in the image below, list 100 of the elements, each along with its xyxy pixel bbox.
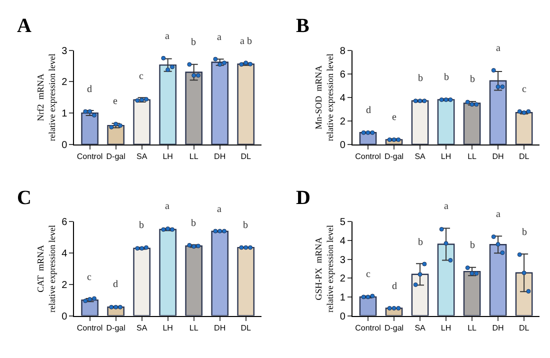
chart-title: A <box>17 15 32 37</box>
x-tick-label: D-gal <box>106 152 126 161</box>
bar <box>133 248 150 316</box>
y-tick-label: 3 <box>62 46 68 57</box>
text: a <box>444 201 449 212</box>
annotation: b <box>243 220 248 231</box>
annotation: b <box>418 237 423 248</box>
y-tick-label: 4 <box>62 248 68 260</box>
bar <box>185 245 202 316</box>
y-tick-label: 4 <box>340 236 346 247</box>
y-tick-label: 2 <box>62 77 68 88</box>
x-tick-label: D-gal <box>106 323 126 332</box>
bar <box>515 272 533 316</box>
text: a <box>496 209 501 220</box>
y-tick-label: 0 <box>340 140 346 151</box>
annotation: b <box>191 218 196 229</box>
annotation: c <box>366 269 371 280</box>
annotation: d <box>392 281 397 292</box>
x-tick-label: LH <box>440 152 452 161</box>
x-tick-label: LH <box>162 152 174 161</box>
bar <box>515 112 533 144</box>
bar <box>133 99 150 144</box>
y-tick-label: 2 <box>340 116 346 128</box>
annotation: d <box>87 84 92 95</box>
x-tick-label: LL <box>468 323 478 332</box>
text: b <box>191 37 196 48</box>
y-axis-title: CAT mRNA relative expression level <box>35 224 57 312</box>
x-tick-label: DH <box>214 152 226 161</box>
y-tick-label: 5 <box>340 217 346 228</box>
text: a <box>165 31 170 42</box>
bar <box>411 100 429 144</box>
y-tick-label: 1 <box>340 292 346 304</box>
bar <box>489 80 507 144</box>
bar <box>81 112 98 144</box>
text: a b <box>240 36 252 47</box>
y-axis-title: Nrf2 mRNA relative expression level <box>35 53 57 142</box>
x-tick-label: LL <box>468 152 478 161</box>
annotation: d <box>366 105 371 116</box>
text: a <box>217 204 222 215</box>
x-tick-label: DH <box>492 323 504 332</box>
x-tick-label: DH <box>214 323 226 332</box>
x-tick-label: LL <box>189 323 199 332</box>
x-tick-label: DL <box>518 152 530 161</box>
bar <box>411 274 429 316</box>
annotation: c <box>87 272 92 283</box>
annotation: c <box>139 71 144 82</box>
y-axis-title: GSH-PX mRNA relative expression level <box>313 224 336 312</box>
y-tick-label: 6 <box>340 69 346 80</box>
bar <box>237 246 255 316</box>
x-tick-label: Control <box>76 152 103 161</box>
text: a <box>165 201 170 212</box>
x-tick-label: DL <box>240 152 252 161</box>
y-tick-label: 2 <box>340 274 346 285</box>
x-tick-label: Control <box>355 152 382 161</box>
annotation: b <box>139 220 144 231</box>
y-tick-label: 0 <box>62 311 68 322</box>
x-tick-label: SA <box>414 323 426 332</box>
y-tick-label: 8 <box>340 46 346 57</box>
y-tick-label: 0 <box>340 311 346 322</box>
x-tick-label: SA <box>136 323 148 332</box>
bar <box>237 64 255 144</box>
x-tick-label: LH <box>440 323 452 332</box>
annotation: b <box>418 73 423 84</box>
x-tick-label: LH <box>162 323 174 332</box>
annotation: e <box>392 112 397 123</box>
x-tick-label: DL <box>518 323 530 332</box>
annotation: c <box>522 84 527 95</box>
bar <box>463 102 481 144</box>
bar <box>437 99 455 144</box>
y-tick-label: 2 <box>62 280 68 291</box>
x-tick-label: DL <box>240 323 252 332</box>
y-axis-title: Mn-SOD mRNA relative expression level <box>313 53 336 142</box>
bar <box>159 64 176 144</box>
x-tick-label: SA <box>136 152 148 161</box>
annotation: d <box>113 279 118 290</box>
x-tick-label: SA <box>414 152 426 161</box>
x-tick-label: Control <box>76 323 103 332</box>
bar <box>437 244 455 316</box>
y-tick-label: 3 <box>340 254 346 266</box>
x-tick-label: D-gal <box>384 323 404 332</box>
x-tick-label: D-gal <box>384 152 404 161</box>
annotation: b <box>470 240 475 251</box>
annotation: b <box>522 227 527 238</box>
annotation: b <box>444 72 449 83</box>
chart-title: D <box>296 187 310 209</box>
y-tick-label: 0 <box>62 140 68 151</box>
bar <box>489 244 507 316</box>
y-tick-label: 6 <box>62 217 68 228</box>
annotation: e <box>113 96 118 107</box>
x-tick-label: DH <box>492 152 504 161</box>
annotation: b <box>470 74 475 85</box>
bar <box>211 230 228 316</box>
bar <box>185 72 202 144</box>
y-tick-label: 4 <box>340 92 346 104</box>
chart-title: B <box>296 15 310 37</box>
chart-title: C <box>17 187 32 209</box>
bar <box>159 228 176 316</box>
text: a <box>217 32 222 43</box>
annotation: a <box>496 43 501 54</box>
x-tick-label: LL <box>189 152 199 161</box>
